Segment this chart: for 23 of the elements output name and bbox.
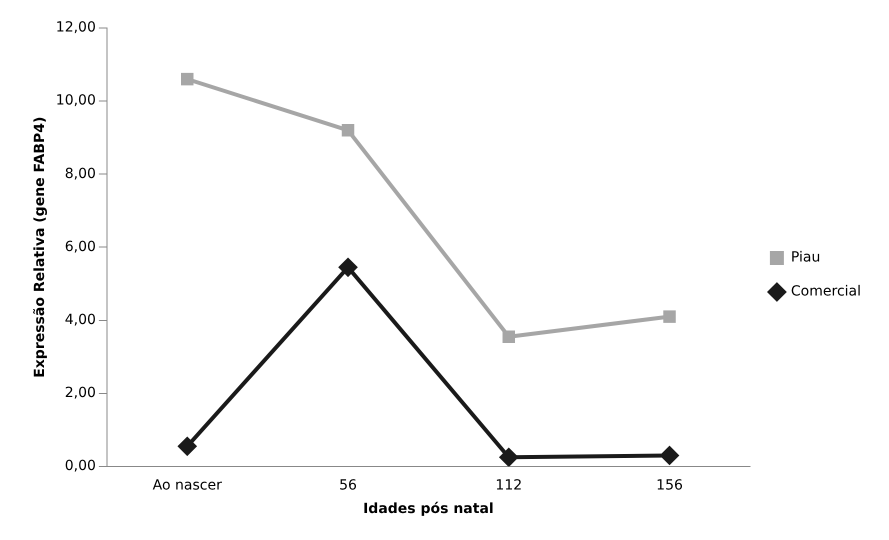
- point: [178, 437, 196, 456]
- point: [502, 330, 516, 343]
- y-tick-label: 8,00: [64, 166, 96, 182]
- y-tick-label: 0,00: [64, 458, 96, 474]
- y-axis-title: Expressão Relativa (gene FABP4): [32, 116, 48, 378]
- point: [663, 310, 676, 323]
- point: [339, 258, 358, 276]
- x-tick-label: 56: [339, 477, 358, 494]
- point: [660, 446, 679, 464]
- point: [342, 124, 354, 137]
- y-tick-label: 4,00: [64, 312, 96, 328]
- y-tick-label: 2,00: [64, 384, 96, 401]
- x-tick-label: 156: [656, 477, 683, 494]
- y-tick-label: 10,00: [56, 92, 96, 109]
- legend-label: Comercial: [790, 284, 862, 300]
- x-tick-label: Ao nascer: [152, 477, 222, 494]
- y-tick-label: 6,00: [64, 238, 96, 255]
- point: [500, 448, 518, 466]
- point: [181, 72, 194, 86]
- x-tick-label: 112: [495, 477, 522, 494]
- y-tick-label: 12,00: [56, 20, 96, 36]
- x-axis-title: Idades pós natal: [363, 501, 494, 518]
- legend-label: Piau: [790, 250, 820, 266]
